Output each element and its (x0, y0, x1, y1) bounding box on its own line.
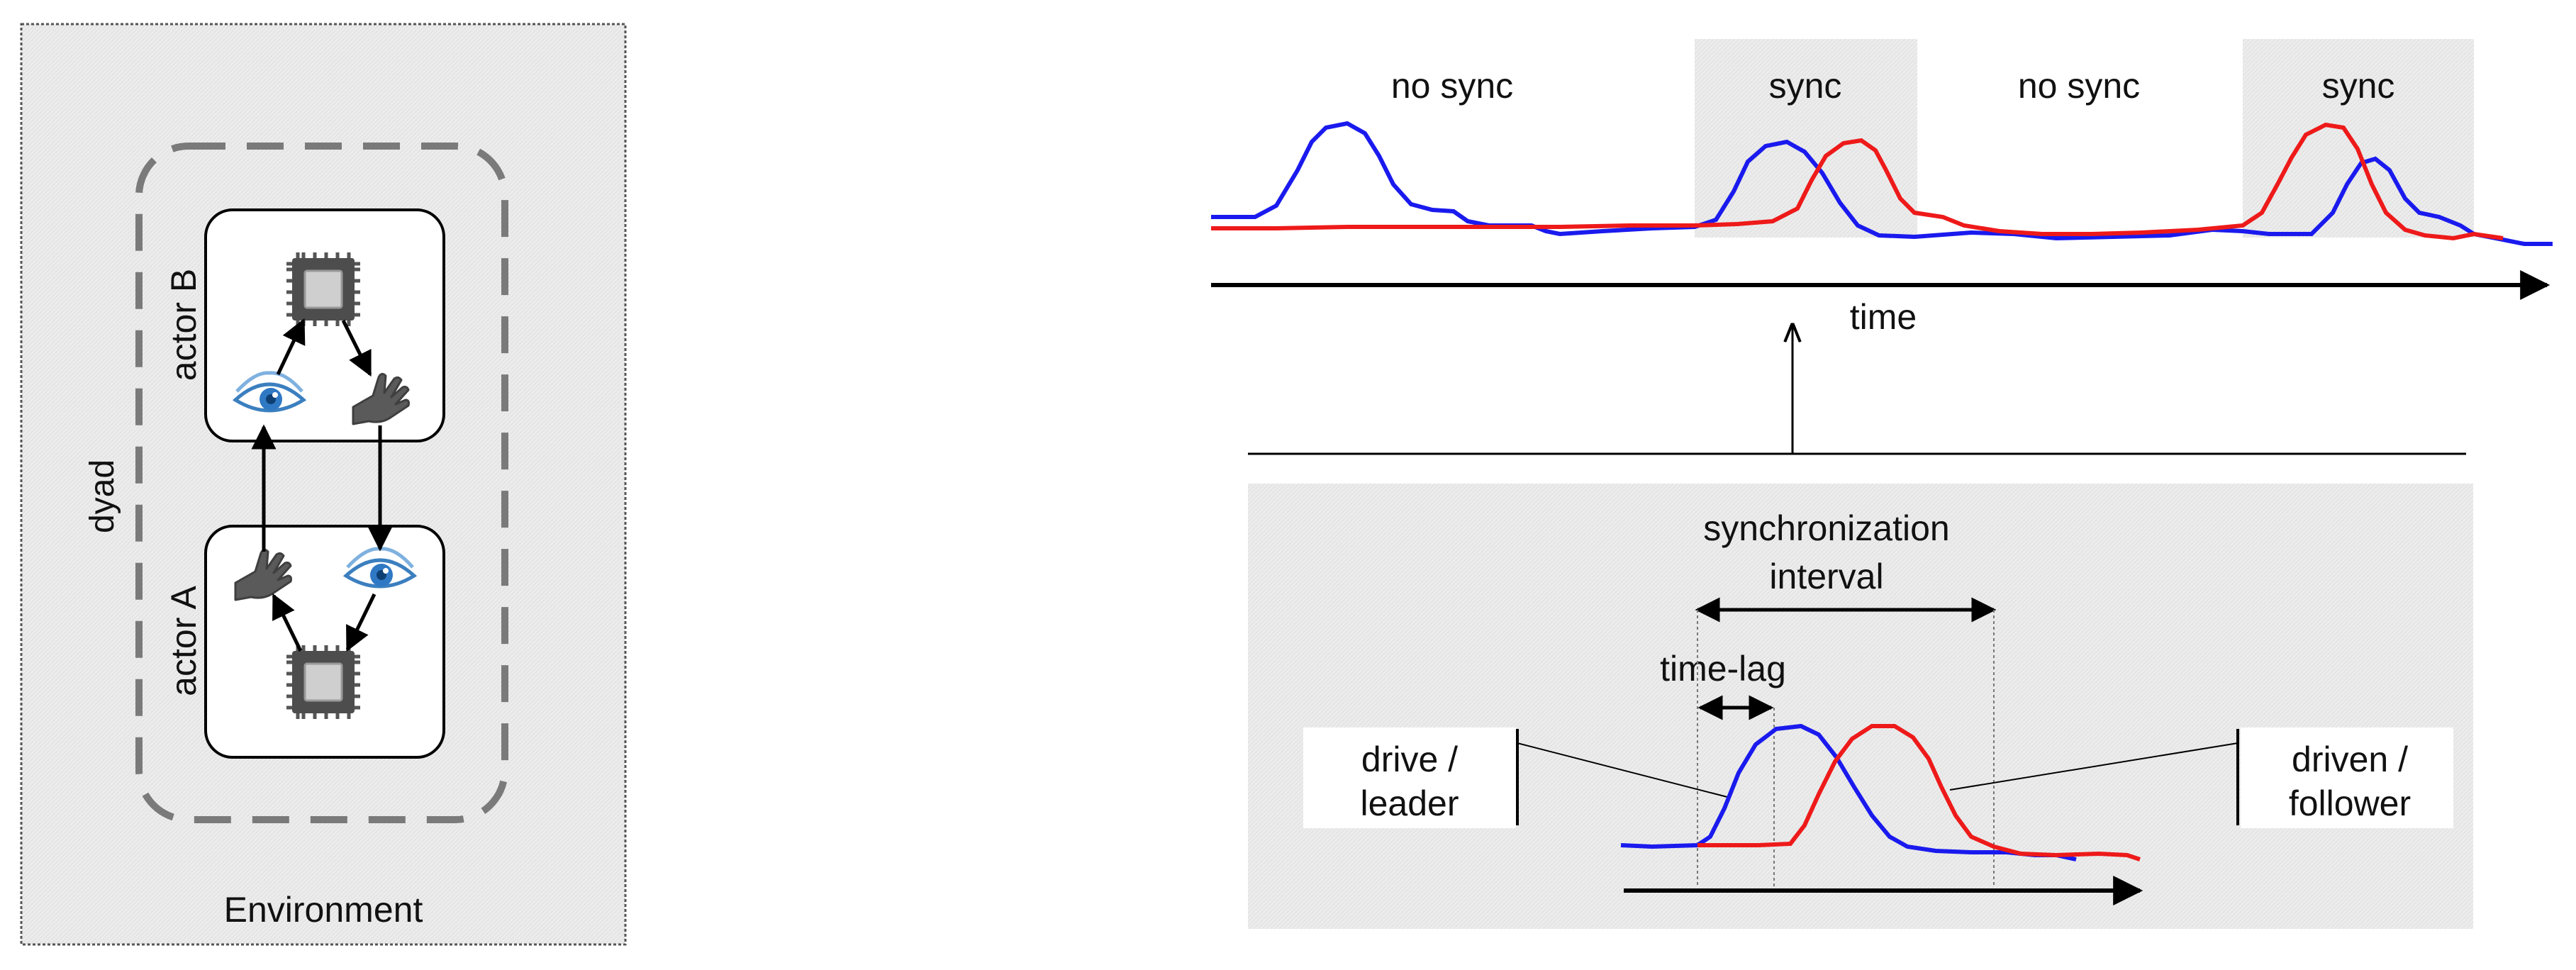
follower-pointer (1949, 742, 2238, 791)
red-signal-line (1211, 122, 2504, 241)
detail-red-signal-line (1697, 724, 2141, 862)
follower-label: driven / (2292, 740, 2408, 779)
segment-label: sync (1769, 66, 1842, 106)
guide-lines (1697, 610, 1995, 886)
time-lag-label: time-lag (1660, 649, 1786, 689)
sync-interval-label: synchronization (1703, 508, 1949, 548)
segment-label: sync (2322, 66, 2395, 106)
arrow-b-chip-to-hand (341, 319, 372, 377)
chip-icon (286, 252, 360, 326)
detail-background (1248, 484, 2473, 929)
time-axis-label: time (1850, 297, 1917, 337)
sync-region-1 (1695, 39, 1917, 238)
arrow-a-eye-to-chip (345, 593, 377, 652)
blue-signal-line (1211, 121, 2553, 246)
dyad-boundary (135, 143, 508, 823)
arrow-b-eye-to-chip (276, 318, 306, 376)
leader-box (1303, 728, 1516, 828)
timeline-panel: no sync sync no sync sync time (1211, 39, 2553, 337)
environment-label: Environment (224, 890, 423, 930)
dyad-label: dyad (84, 459, 121, 533)
follower-box (2241, 728, 2453, 828)
detail-panel: synchronization interval time-lag drive … (1248, 484, 2473, 929)
left-panel: Environment dyad actor B actor A (20, 23, 627, 946)
zoom-connector (1248, 325, 2466, 455)
chip-icon (286, 645, 360, 719)
leader-pointer (1517, 742, 1728, 798)
leader-label: drive / (1361, 740, 1458, 779)
follower-label: follower (2289, 784, 2411, 823)
actor-a-label: actor A (164, 586, 203, 696)
actor-b-label: actor B (164, 269, 203, 381)
environment-box (20, 23, 627, 946)
sync-interval-label: interval (1769, 557, 1883, 596)
arrow-a-chip-to-hand (272, 593, 303, 652)
segment-label: no sync (1391, 66, 1513, 106)
segment-label: no sync (2018, 66, 2140, 106)
leader-label: leader (1361, 784, 1459, 823)
sync-region-2 (2243, 39, 2474, 238)
